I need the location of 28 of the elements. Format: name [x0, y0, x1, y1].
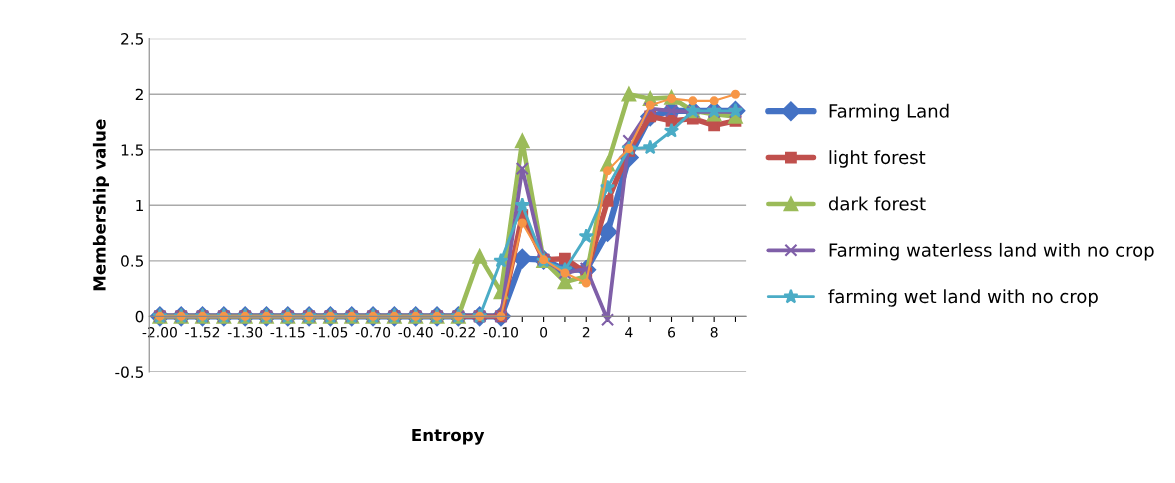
x-tick-label: 6 — [668, 327, 676, 338]
y-tick-label: 2 — [135, 88, 143, 100]
y-tick-label: -0.5 — [115, 366, 144, 378]
legend-label: Farming Land — [829, 103, 949, 122]
y-tick-label: 1 — [136, 199, 143, 212]
y-tick-label: 2.5 — [121, 33, 144, 45]
legend-label: light forest — [829, 150, 926, 168]
x-axis-title: Entropy — [412, 428, 485, 445]
legend-label: dark forest — [828, 196, 926, 211]
x-tick-label: -1.52 — [185, 327, 220, 338]
x-tick-label: -0.70 — [355, 327, 391, 338]
x-tick-label: -0.40 — [398, 327, 433, 338]
x-tick-label: 2 — [582, 327, 590, 338]
x-tick-label: 0 — [540, 327, 548, 338]
y-tick-label: 0 — [135, 310, 144, 323]
x-tick-label: -2.00 — [142, 327, 177, 338]
y-axis-title: Membership value — [92, 119, 109, 291]
legend-label: Farming waterless land with no crop — [829, 242, 1154, 261]
x-tick-label: -1.05 — [313, 327, 348, 338]
x-tick-label: -1.30 — [227, 327, 263, 338]
legend-label: farming wet land with no crop — [828, 289, 1098, 307]
y-tick-label: 0.5 — [121, 255, 144, 267]
x-tick-label: -0.10 — [483, 327, 519, 338]
x-tick-label: 8 — [710, 327, 718, 338]
y-tick-label: 1.5 — [121, 144, 144, 156]
x-tick-label: -0.22 — [441, 327, 475, 338]
x-tick-label: -1.15 — [270, 327, 305, 338]
x-tick-label: 4 — [625, 327, 633, 338]
